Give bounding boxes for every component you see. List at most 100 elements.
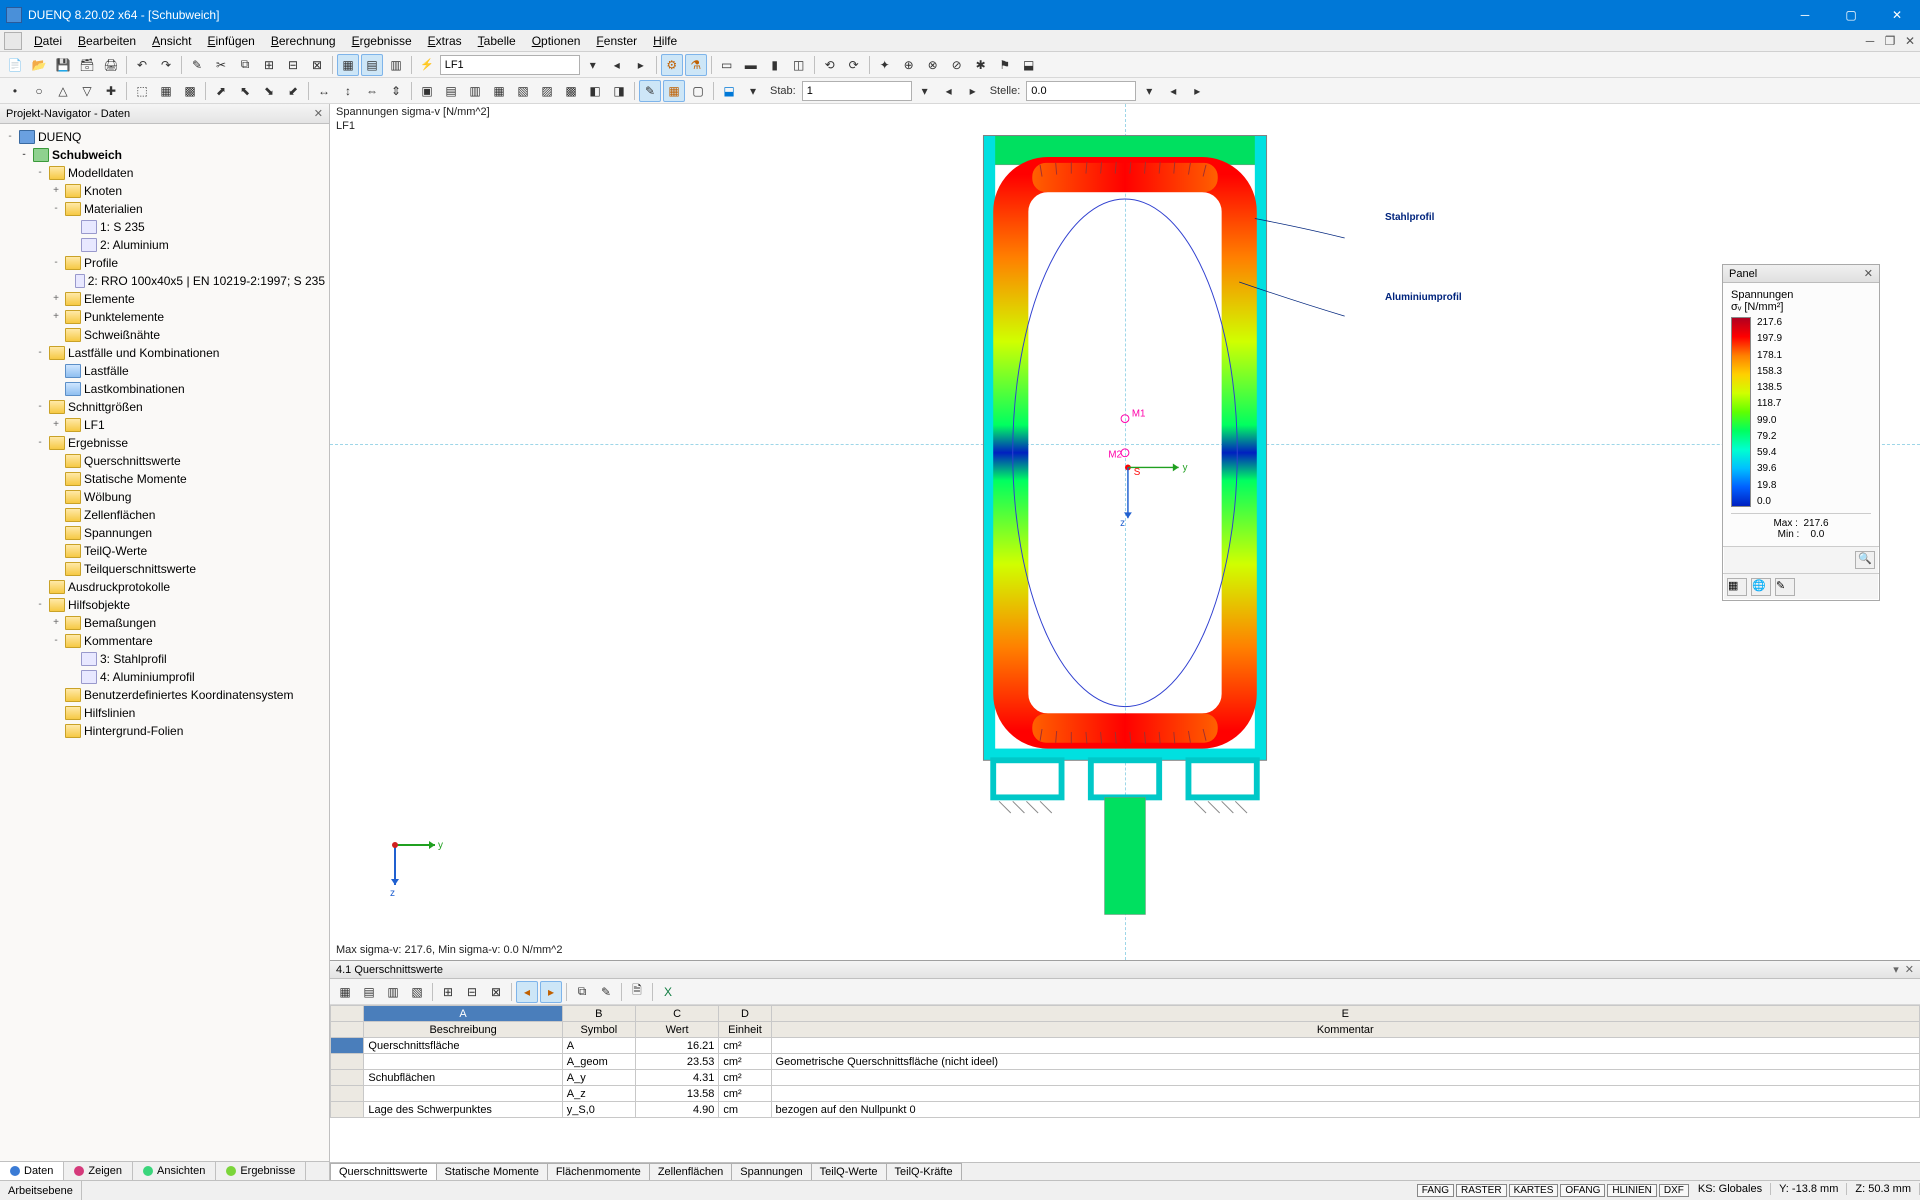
stab-prev-button[interactable]: ◂: [938, 80, 960, 102]
tb2-e1[interactable]: ▣: [416, 80, 438, 102]
tb1-i3[interactable]: ⊗: [922, 54, 944, 76]
tb2-e9[interactable]: ◨: [608, 80, 630, 102]
lf-dropdown-arrow[interactable]: ▾: [582, 54, 604, 76]
tt-5[interactable]: ⊞: [437, 981, 459, 1003]
lf-prev-button[interactable]: ◂: [606, 54, 628, 76]
tb2-a2[interactable]: ○: [28, 80, 50, 102]
tb2-f2[interactable]: ▦: [663, 80, 685, 102]
tb2-e2[interactable]: ▤: [440, 80, 462, 102]
status-toggle-ofang[interactable]: OFANG: [1560, 1184, 1605, 1197]
legend-btn-3[interactable]: ✎: [1775, 578, 1795, 596]
stelle-next-button[interactable]: ▸: [1186, 80, 1208, 102]
tb1-g2[interactable]: ▬: [740, 54, 762, 76]
tree-node[interactable]: 1: S 235: [2, 218, 327, 236]
tree-node[interactable]: Ausdruckprotokolle: [2, 578, 327, 596]
tool-b[interactable]: ✂: [210, 54, 232, 76]
tree-node[interactable]: Teilquerschnittswerte: [2, 560, 327, 578]
tb1-i5[interactable]: ✱: [970, 54, 992, 76]
table-tab-teilq-kr-fte[interactable]: TeilQ-Kräfte: [886, 1163, 962, 1180]
tb2-e4[interactable]: ▦: [488, 80, 510, 102]
tree-node[interactable]: +LF1: [2, 416, 327, 434]
tb2-a5[interactable]: ✚: [100, 80, 122, 102]
mdi-app-icon[interactable]: [4, 32, 22, 50]
tb2-b1[interactable]: ⬚: [131, 80, 153, 102]
tt-1[interactable]: ▦: [334, 981, 356, 1003]
navigator-tree[interactable]: - DUENQ - Schubweich -Modelldaten+Knoten…: [0, 124, 329, 1161]
status-toggle-fang[interactable]: FANG: [1417, 1184, 1454, 1197]
tb1-i4[interactable]: ⊘: [946, 54, 968, 76]
tree-project[interactable]: - Schubweich: [2, 146, 327, 164]
table-tab-spannungen[interactable]: Spannungen: [731, 1163, 811, 1180]
minimize-button[interactable]: ─: [1782, 0, 1828, 30]
tb2-c2[interactable]: ⬉: [234, 80, 256, 102]
tree-node[interactable]: Schweißnähte: [2, 326, 327, 344]
menu-extras[interactable]: Extras: [420, 32, 470, 50]
loadcase-dropdown[interactable]: [440, 55, 580, 75]
tree-node[interactable]: Benutzerdefiniertes Koordinatensystem: [2, 686, 327, 704]
tree-node[interactable]: Hintergrund-Folien: [2, 722, 327, 740]
tree-root[interactable]: - DUENQ: [2, 128, 327, 146]
tb1-h2[interactable]: ⟳: [843, 54, 865, 76]
menu-einfügen[interactable]: Einfügen: [199, 32, 262, 50]
tree-node[interactable]: 2: RRO 100x40x5 | EN 10219-2:1997; S 235: [2, 272, 327, 290]
menu-bearbeiten[interactable]: Bearbeiten: [70, 32, 144, 50]
tt-6[interactable]: ⊟: [461, 981, 483, 1003]
tree-node[interactable]: +Elemente: [2, 290, 327, 308]
tt-3[interactable]: ▥: [382, 981, 404, 1003]
lf-next-button[interactable]: ▸: [630, 54, 652, 76]
legend-panel[interactable]: Panel ✕ Spannungen σᵥ [N/mm²] 217.6197.9…: [1722, 264, 1880, 601]
table-tab-teilq-werte[interactable]: TeilQ-Werte: [811, 1163, 887, 1180]
tb2-b3[interactable]: ▩: [179, 80, 201, 102]
new-button[interactable]: 📄: [4, 54, 26, 76]
tb2-e6[interactable]: ▨: [536, 80, 558, 102]
tt-11[interactable]: ✎: [595, 981, 617, 1003]
undo-button[interactable]: ↶: [131, 54, 153, 76]
tree-node[interactable]: Zellenflächen: [2, 506, 327, 524]
tree-node[interactable]: Lastkombinationen: [2, 380, 327, 398]
tree-node[interactable]: +Knoten: [2, 182, 327, 200]
tree-node[interactable]: -Ergebnisse: [2, 434, 327, 452]
mdi-restore-button[interactable]: ❐: [1880, 34, 1900, 48]
tt-12[interactable]: 🗎: [626, 981, 648, 1003]
tb2-e8[interactable]: ◧: [584, 80, 606, 102]
status-toggle-dxf[interactable]: DXF: [1659, 1184, 1689, 1197]
stelle-input[interactable]: [1026, 81, 1136, 101]
tool-f[interactable]: ⊠: [306, 54, 328, 76]
table-tab-fl-chenmomente[interactable]: Flächenmomente: [547, 1163, 650, 1180]
menu-datei[interactable]: Datei: [26, 32, 70, 50]
saveall-button[interactable]: 🗃: [76, 54, 98, 76]
tb2-e7[interactable]: ▩: [560, 80, 582, 102]
tree-node[interactable]: 4: Aluminiumprofil: [2, 668, 327, 686]
tb1-g4[interactable]: ◫: [788, 54, 810, 76]
tb2-f1[interactable]: ✎: [639, 80, 661, 102]
tb1-i6[interactable]: ⚑: [994, 54, 1016, 76]
menu-ergebnisse[interactable]: Ergebnisse: [344, 32, 420, 50]
navigator-tab-ansichten[interactable]: Ansichten: [133, 1162, 216, 1180]
stelle-prev-button[interactable]: ◂: [1162, 80, 1184, 102]
menu-hilfe[interactable]: Hilfe: [645, 32, 685, 50]
tree-node[interactable]: -Schnittgrößen: [2, 398, 327, 416]
tool-e[interactable]: ⊟: [282, 54, 304, 76]
table-tab-querschnittswerte[interactable]: Querschnittswerte: [330, 1163, 437, 1180]
stab-input[interactable]: [802, 81, 912, 101]
results-button[interactable]: ⚗: [685, 54, 707, 76]
tt-7[interactable]: ⊠: [485, 981, 507, 1003]
menu-optionen[interactable]: Optionen: [524, 32, 589, 50]
tree-node[interactable]: 3: Stahlprofil: [2, 650, 327, 668]
open-button[interactable]: 📂: [28, 54, 50, 76]
print-button[interactable]: 🖨: [100, 54, 122, 76]
view-toggle-3[interactable]: ▥: [385, 54, 407, 76]
navigator-close-button[interactable]: ✕: [314, 107, 323, 120]
tb1-g3[interactable]: ▮: [764, 54, 786, 76]
tb2-g1[interactable]: ⬓: [718, 80, 740, 102]
table-tab-zellenfl-chen[interactable]: Zellenflächen: [649, 1163, 732, 1180]
navigator-tab-ergebnisse[interactable]: Ergebnisse: [216, 1162, 306, 1180]
tt-9[interactable]: ▸: [540, 981, 562, 1003]
tb2-d2[interactable]: ↕: [337, 80, 359, 102]
calc-button[interactable]: ⚙: [661, 54, 683, 76]
tb2-e5[interactable]: ▧: [512, 80, 534, 102]
tt-10[interactable]: ⧉: [571, 981, 593, 1003]
view-toggle-1[interactable]: ▦: [337, 54, 359, 76]
tb2-g2[interactable]: ▾: [742, 80, 764, 102]
tb2-a1[interactable]: •: [4, 80, 26, 102]
